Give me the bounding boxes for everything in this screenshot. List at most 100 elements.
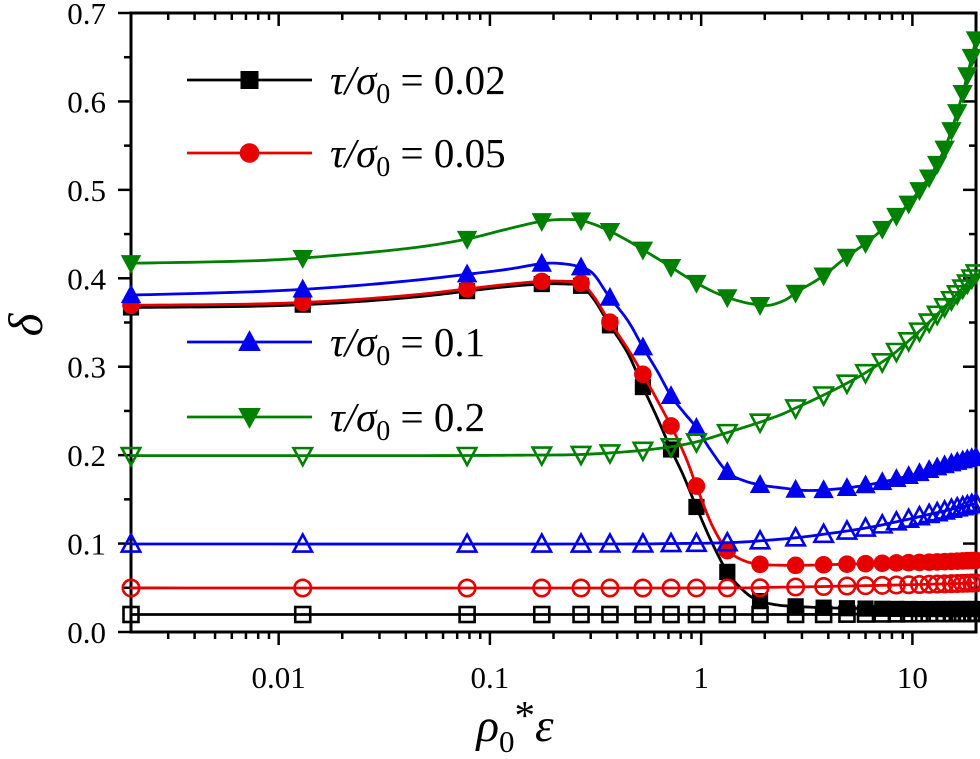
triangle-down-marker xyxy=(964,264,980,286)
legend-marker xyxy=(238,330,261,351)
square-marker xyxy=(572,605,590,624)
curve xyxy=(129,501,978,546)
x-tick-label: 10 xyxy=(897,660,928,695)
legend-label-value: = 0.2 xyxy=(390,394,485,440)
triangle-up-marker xyxy=(965,446,980,466)
x-title-eps: ε xyxy=(535,700,554,752)
square-marker xyxy=(293,605,312,624)
triangle-down-marker xyxy=(531,213,552,233)
y-tick-label: 0.7 xyxy=(67,0,106,31)
circle-marker xyxy=(687,477,706,495)
triangle-down-marker xyxy=(686,274,707,294)
legend-label: τ/σ0 = 0.02 xyxy=(330,57,506,110)
square-marker xyxy=(856,605,875,623)
triangle-down-marker xyxy=(965,31,980,51)
triangle-down-marker xyxy=(941,122,962,141)
triangle-down-marker xyxy=(292,249,313,269)
legend-label: τ/σ0 = 0.05 xyxy=(330,130,506,183)
square-marker xyxy=(751,605,769,624)
legend-label: τ/σ0 = 0.1 xyxy=(330,319,485,372)
square-marker xyxy=(601,605,619,624)
curve xyxy=(129,271,978,458)
circle-marker xyxy=(899,575,919,595)
triangle-down-marker xyxy=(960,269,980,291)
triangle-down-marker xyxy=(631,441,655,463)
circle-marker xyxy=(717,578,737,598)
axis-ticks xyxy=(118,11,976,645)
y-tick-label: 0.4 xyxy=(67,261,106,296)
triangle-down-marker xyxy=(926,155,948,175)
square-marker xyxy=(967,604,980,623)
triangle-down-marker xyxy=(632,241,654,261)
legend-entry-3: τ/σ0 = 0.1 xyxy=(187,319,485,372)
triangle-down-marker xyxy=(925,305,949,327)
legend-label: τ/σ0 = 0.2 xyxy=(330,394,485,447)
triangle-down-marker xyxy=(909,182,930,202)
triangle-up-marker xyxy=(925,500,949,522)
markers xyxy=(119,264,980,468)
legend-label-subscript: 0 xyxy=(376,79,390,110)
x-title-star: * xyxy=(515,692,536,738)
circle-marker xyxy=(458,280,476,298)
triangle-down-marker xyxy=(918,169,940,189)
square-marker xyxy=(122,605,140,624)
series-tau-sigma0=0.1-sheared xyxy=(120,252,980,499)
triangle-up-marker xyxy=(530,531,554,553)
triangle-up-marker xyxy=(598,531,622,553)
triangle-up-marker xyxy=(631,531,655,553)
triangle-up-marker xyxy=(717,461,738,481)
legend-entry-4: τ/σ0 = 0.2 xyxy=(187,394,485,447)
circle-marker xyxy=(457,578,477,598)
triangle-down-marker xyxy=(897,332,921,354)
circle-marker xyxy=(634,365,652,384)
triangle-up-marker xyxy=(570,256,592,276)
series-tau-sigma0=0.2-sheared xyxy=(120,31,980,316)
square-marker xyxy=(751,593,769,610)
triangle-up-marker xyxy=(531,252,552,272)
circle-marker xyxy=(600,578,620,598)
triangle-up-marker xyxy=(292,278,313,298)
circle-marker xyxy=(947,573,967,593)
circle-marker xyxy=(909,574,929,594)
circle-marker xyxy=(966,573,980,593)
legend-label-symbol: τ/σ xyxy=(330,394,378,440)
x-title-rho: ρ xyxy=(474,700,499,752)
square-marker xyxy=(687,605,706,624)
circle-marker xyxy=(751,555,769,574)
curve xyxy=(129,612,978,616)
triangle-up-marker xyxy=(835,518,859,540)
triangle-down-marker xyxy=(885,342,908,364)
legend-label-symbol: τ/σ xyxy=(330,57,378,103)
legend-label-value: = 0.1 xyxy=(390,319,485,365)
circle-marker xyxy=(293,578,313,598)
y-tick-label: 0.6 xyxy=(67,84,106,119)
legend-label-value: = 0.02 xyxy=(390,57,505,103)
markers xyxy=(122,272,980,575)
triangle-down-marker xyxy=(947,104,968,123)
square-marker xyxy=(634,605,652,624)
circle-marker xyxy=(814,556,833,574)
triangle-down-marker xyxy=(951,279,975,301)
series-tau-sigma0=0.1-flat xyxy=(119,491,980,553)
x-tick-label: 0.1 xyxy=(471,660,510,695)
triangle-down-marker xyxy=(886,207,907,227)
triangle-down-marker xyxy=(748,413,772,435)
triangle-down-marker xyxy=(120,255,142,275)
triangle-down-marker xyxy=(456,230,478,250)
circle-marker xyxy=(856,554,875,573)
series-tau-sigma0=0.02-flat xyxy=(122,604,980,624)
markers xyxy=(121,573,980,598)
triangle-down-marker xyxy=(835,374,859,396)
triangle-up-marker xyxy=(836,477,858,497)
triangle-down-marker xyxy=(291,446,315,468)
circle-marker xyxy=(967,551,980,570)
triangle-up-marker xyxy=(885,509,908,531)
triangle-up-marker xyxy=(599,286,621,306)
triangle-down-marker xyxy=(908,322,931,344)
markers xyxy=(119,491,980,553)
triangle-up-marker xyxy=(685,531,708,553)
triangle-up-marker xyxy=(964,491,980,513)
circle-marker xyxy=(935,574,955,594)
